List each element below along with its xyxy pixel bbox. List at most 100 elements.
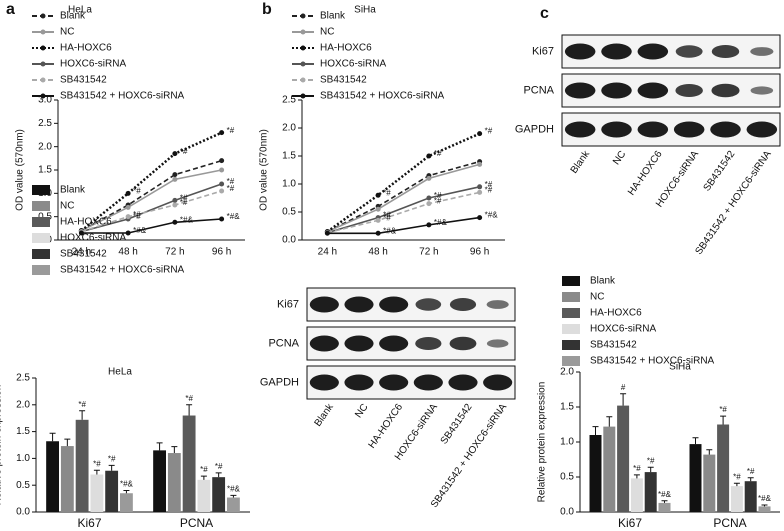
data-point [219,188,225,194]
legend-label: SB431542 [60,75,107,86]
legend-label: NC [60,27,74,38]
legend-swatch [32,201,50,211]
data-point [172,202,178,208]
data-point [426,201,432,207]
blot-band [637,121,669,138]
chart-title: SiHa [669,362,691,373]
data-point [125,204,131,210]
significance-label: *# [434,191,442,200]
legend-dot [40,45,46,51]
legend-label: HA-HOXC6 [60,217,112,228]
legend-dot [300,29,306,35]
blot-band [564,43,596,60]
blot-band [486,339,509,348]
blot-lane-label: SB431542 [439,402,475,447]
blot-band [413,374,443,391]
blot-band [675,45,703,58]
significance-label: *# [185,394,193,403]
legend-swatch [32,249,50,259]
series-line [81,218,222,234]
panel-letter: c [540,5,549,22]
legend-dot [300,77,306,83]
blot-frame [306,326,516,361]
data-point [375,192,381,198]
blot-band [637,43,669,60]
legend-dot [300,93,306,99]
significance-label: *# [215,462,223,471]
significance-label: *#& [133,226,147,235]
error-bar [606,416,613,427]
significance-label: *#& [758,494,772,503]
significance-label: *# [383,211,391,220]
legend-label: Blank [60,11,86,22]
significance-label: *# [93,459,101,468]
legend-dot [40,29,46,35]
error-bar [156,442,163,451]
significance-label: *# [180,198,188,207]
blot-frame [561,112,781,147]
legend-swatch [32,185,50,195]
blot-lane-label: SB431542 [702,149,738,194]
y-tick-label: 0.0 [560,507,574,518]
legend-swatch [32,233,50,243]
significance-label: *#& [120,480,134,489]
significance-label: *#& [180,215,194,224]
bar [589,435,602,512]
data-point [172,151,178,157]
legend-label: HA-HOXC6 [320,43,372,54]
x-tick-label: PCNA [180,516,213,530]
chart-title: HeLa [108,367,132,378]
legend-swatch [562,324,580,334]
x-tick-label: 72 h [419,247,438,258]
blot-lane-label: SB431542 + HOXC6-siRNA [693,149,773,257]
data-point [477,189,483,195]
bar [689,444,702,512]
error-bar [706,449,713,455]
significance-label: *# [647,456,655,465]
significance-label: *# [383,188,391,197]
error-bar [123,490,130,494]
error-bar [200,475,207,480]
bar [60,446,74,512]
legend-label: HA-HOXC6 [590,308,642,319]
chart-title: SiHa [354,5,376,16]
legend-swatch [562,356,580,366]
legend-label: SB431542 [320,75,367,86]
y-tick-label: 0.0 [282,235,296,246]
blot-lane-label: HA-HOXC6 [626,149,665,198]
bar [630,478,643,512]
x-tick-label: Ki67 [77,516,101,530]
x-tick-label: 24 h [72,247,91,258]
legend-label: SB431542 + HOXC6-siRNA [60,265,185,276]
blot-band [309,374,339,391]
x-tick-label: 48 h [118,247,137,258]
blot-band [379,335,409,352]
bar [226,497,240,512]
significance-label: *# [133,212,141,221]
panel-letter: a [6,1,15,18]
error-bar [108,464,115,471]
legend-label: HOXC6-siRNA [320,59,386,70]
y-axis-label: Relative protein expression [537,382,548,503]
significance-label: *# [227,184,235,193]
error-bar [720,415,727,425]
legend-dot [300,45,306,51]
data-point [375,230,381,236]
y-tick-label: 1.5 [16,426,30,437]
blot-frame [306,365,516,400]
y-tick-label: 1.0 [282,179,296,190]
blot-band [344,374,374,391]
legend-label: SB431542 [60,249,107,260]
error-bar [171,446,178,454]
error-bar [215,472,222,478]
series-line [327,163,480,233]
legend-label: HOXC6-siRNA [60,233,126,244]
error-bar [186,404,193,416]
blot-band [344,296,374,313]
blot-band [309,296,339,313]
bar [703,454,716,512]
y-tick-label: 2.0 [16,399,30,410]
legend-label: SB431542 [590,340,637,351]
blot-row-label: GAPDH [260,376,299,388]
data-point [375,217,381,223]
